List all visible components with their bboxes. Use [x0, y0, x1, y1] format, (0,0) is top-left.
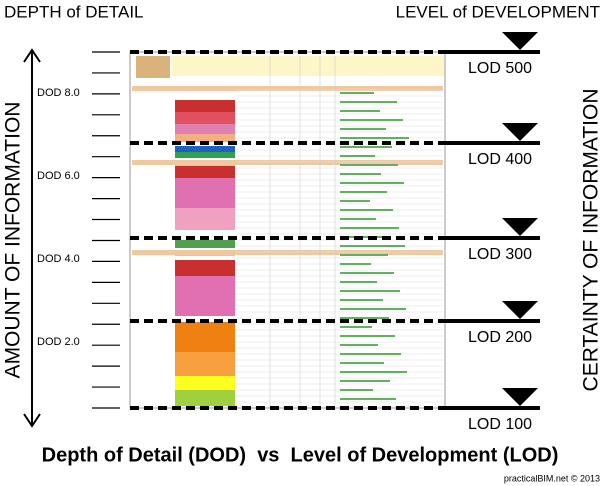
text-cell: [340, 191, 387, 193]
text-cell: [340, 272, 394, 274]
cell-block: [175, 390, 235, 406]
section-band: [132, 250, 443, 255]
text-cell: [340, 227, 399, 229]
cell-block: [175, 376, 235, 390]
text-cell: [340, 398, 396, 400]
cell-block: [175, 166, 235, 178]
spreadsheet: [129, 51, 446, 409]
right-axis-label: CERTAINTY OF INFORMATION: [580, 89, 603, 392]
text-cell: [340, 92, 374, 94]
cell-block: [175, 134, 235, 142]
text-cell: [340, 371, 407, 373]
level-marker: [502, 388, 538, 406]
cell-block: [175, 124, 235, 134]
cell-block: [175, 146, 235, 152]
section-band: [132, 160, 443, 165]
levels: LOD 500 LOD 400 LOD 300 LOD 200 LOD 100: [130, 32, 540, 433]
text-cell: [340, 110, 380, 112]
ruler: DOD 8.0 DOD 6.0 DOD 4.0 DOD 2.0: [37, 51, 120, 409]
text-cell: [340, 173, 381, 175]
dod-label: DOD 6.0: [37, 170, 80, 182]
credit: practicalBIM.net © 2013: [504, 473, 600, 483]
lod-label: LOD 300: [468, 246, 532, 263]
text-cell: [340, 182, 404, 184]
dod-label: DOD 8.0: [37, 87, 80, 99]
text-cell: [340, 380, 390, 382]
cell-block: [175, 208, 235, 230]
text-cell: [340, 335, 395, 337]
cell-block: [175, 352, 235, 376]
dod-label: DOD 4.0: [37, 253, 80, 265]
text-cell: [340, 128, 386, 130]
lod-label: LOD 100: [468, 416, 532, 433]
header-band: [172, 56, 444, 76]
cell-block: [175, 322, 235, 352]
cell-block: [175, 276, 235, 316]
level-marker: [502, 301, 538, 319]
text-cell: [340, 308, 406, 310]
lod-label: LOD 500: [468, 60, 532, 77]
text-cell: [340, 263, 371, 265]
text-cell: [340, 200, 370, 202]
double-arrow: [23, 48, 41, 428]
text-cell: [340, 137, 409, 139]
text-cell: [340, 281, 377, 283]
header-left: DEPTH of DETAIL: [4, 2, 144, 21]
text-cell: [340, 254, 388, 256]
level-marker: [502, 218, 538, 236]
cell-block: [175, 260, 235, 276]
text-cell: [340, 164, 398, 166]
text-cell: [340, 344, 378, 346]
text-cell: [340, 209, 393, 211]
cell-block: [175, 112, 235, 124]
cell-block: [175, 100, 235, 112]
text-cell: [340, 317, 389, 319]
level-marker: [502, 123, 538, 141]
dod-label: DOD 2.0: [37, 336, 80, 348]
text-cell: [340, 389, 373, 391]
text-cell: [340, 245, 405, 247]
text-cell: [340, 146, 392, 148]
text-cell: [340, 362, 384, 364]
section-band: [132, 86, 443, 91]
header-right: LEVEL of DEVELOPMENT: [396, 2, 600, 21]
cell-block: [175, 240, 235, 248]
text-cell: [340, 218, 376, 220]
text-cell: [340, 299, 383, 301]
text-cell: [340, 119, 403, 121]
level-marker: [502, 32, 538, 50]
text-cell: [340, 290, 400, 292]
text-cell: [340, 326, 372, 328]
text-cell: [340, 101, 397, 103]
thumbnail: [136, 56, 170, 78]
caption: Depth of Detail (DOD) vs Level of Develo…: [42, 444, 559, 466]
lod-label: LOD 400: [468, 151, 532, 168]
cell-block: [175, 178, 235, 208]
left-axis-label: AMOUNT OF INFORMATION: [2, 102, 25, 379]
cell-block: [175, 152, 235, 158]
lod-label: LOD 200: [468, 329, 532, 346]
text-cell: [340, 353, 401, 355]
text-cell: [340, 155, 375, 157]
